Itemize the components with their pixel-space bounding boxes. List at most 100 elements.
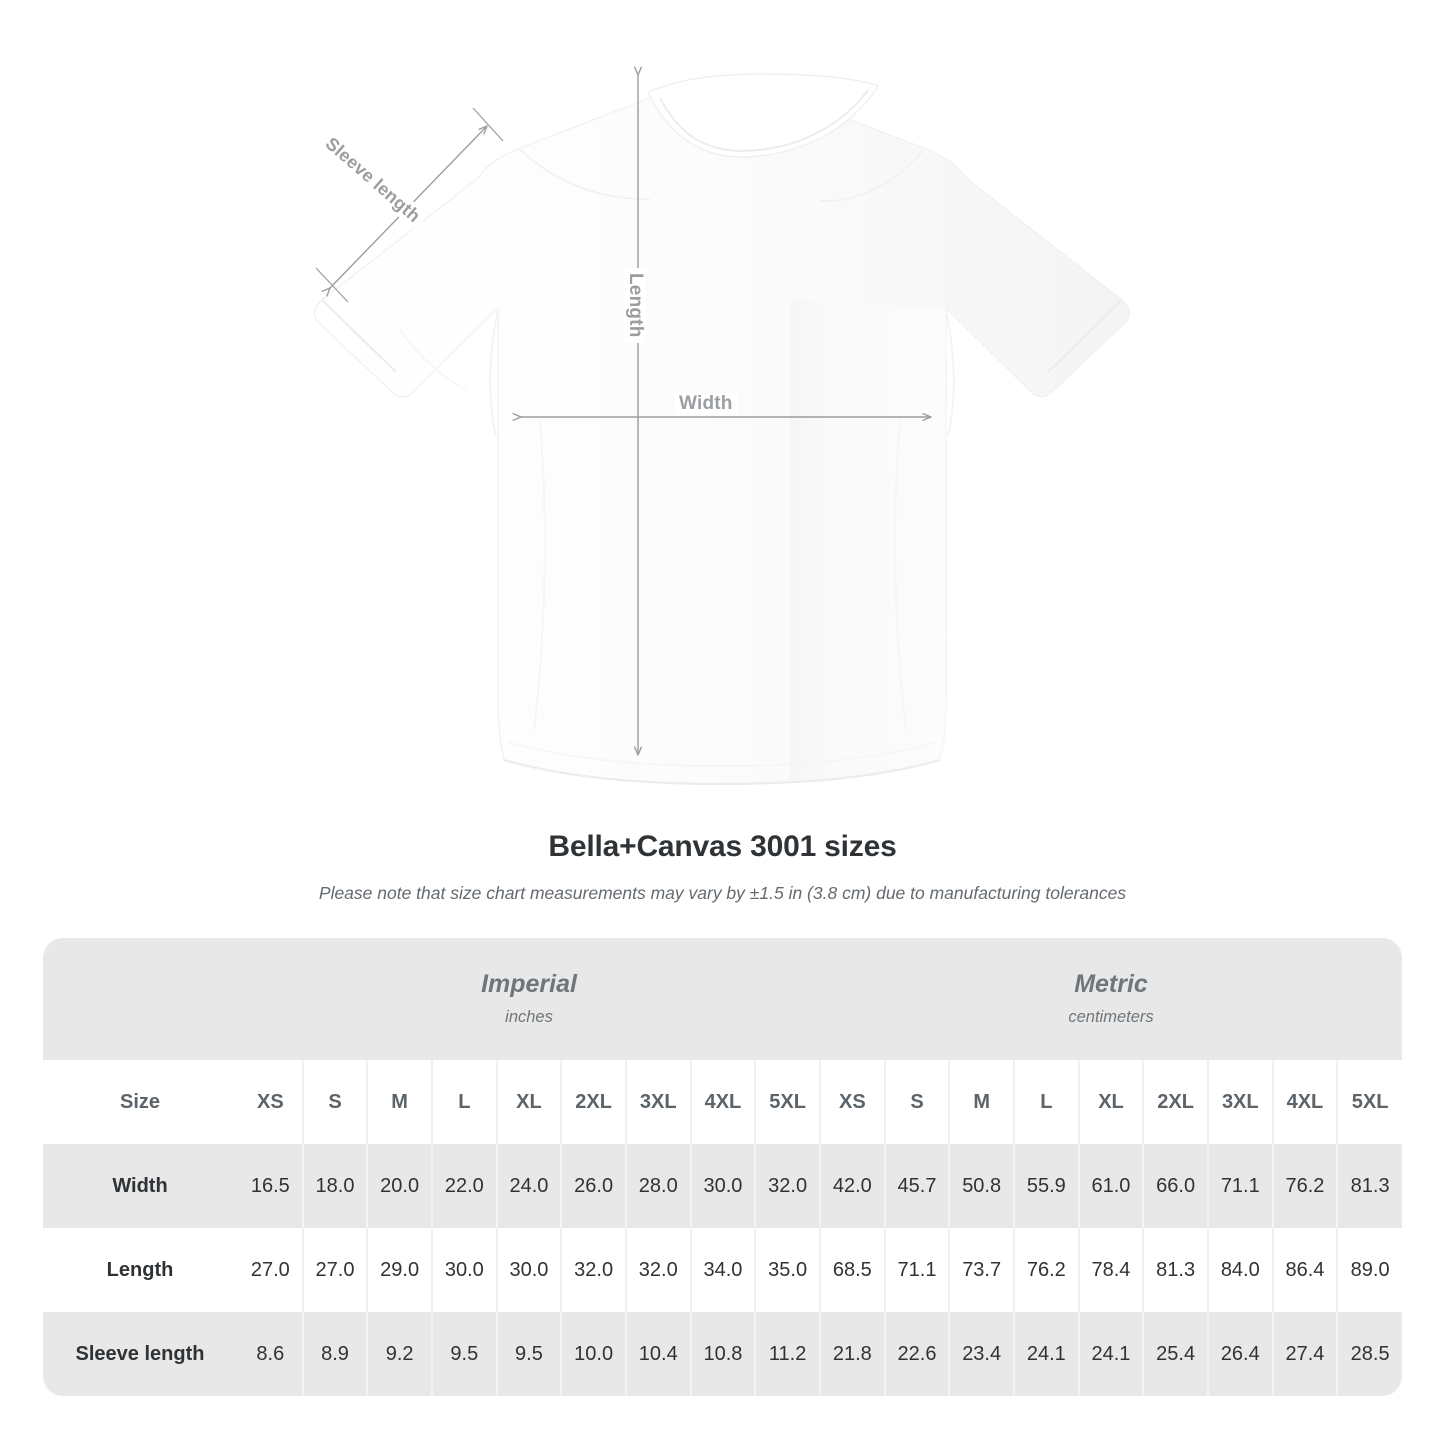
- size-header-cell: 5XL: [755, 1060, 822, 1144]
- shirt-collar-rib: [659, 89, 869, 153]
- measurement-value-cell: 28.5: [1337, 1312, 1402, 1396]
- tshirt-diagram: Sleeve length Length Width: [313, 0, 1131, 786]
- measurement-value-cell: 11.2: [755, 1312, 822, 1396]
- unit-system-cell-metric: Metric centimeters: [820, 938, 1402, 1060]
- size-column-header: Size: [43, 1060, 238, 1144]
- measurement-value-cell: 8.9: [302, 1312, 369, 1396]
- measurement-value-cell: 42.0: [820, 1144, 886, 1228]
- measurement-value-cell: 24.1: [1013, 1312, 1080, 1396]
- measurement-arrows: [315, 75, 931, 755]
- armhole-seam-left: [489, 309, 499, 437]
- size-header-cell: 2XL: [561, 1060, 627, 1144]
- table-row: Width 16.5 18.0 20.0 22.0 24.0 26.0 28.0 30.0 32.…: [43, 1144, 1402, 1228]
- measurement-value-cell: 27.0: [302, 1228, 369, 1312]
- measurement-value-cell: 24.1: [1078, 1312, 1145, 1396]
- measurement-value-cell: 29.0: [367, 1228, 433, 1312]
- size-header-cell: XS: [820, 1060, 886, 1144]
- size-header-cell: XL: [1078, 1060, 1145, 1144]
- measurement-value-cell: 78.4: [1078, 1228, 1145, 1312]
- table-row: Length 27.0 27.0 29.0 30.0 30.0 32.0 32.0 34.0 35…: [43, 1228, 1402, 1312]
- measurement-value-cell: 10.8: [690, 1312, 757, 1396]
- measurement-value-cell: 26.4: [1207, 1312, 1274, 1396]
- measurement-value-cell: 10.4: [625, 1312, 692, 1396]
- measurement-value-cell: 9.5: [496, 1312, 563, 1396]
- size-header-cell: 5XL: [1337, 1060, 1402, 1144]
- measurement-value-cell: 32.0: [755, 1144, 822, 1228]
- chart-heading: Bella+Canvas 3001 sizes Please note that…: [0, 830, 1445, 904]
- measurement-value-cell: 9.5: [431, 1312, 498, 1396]
- measurement-value-cell: 30.0: [690, 1144, 757, 1228]
- fold-line-3: [399, 329, 467, 391]
- sleeve-tick-upper: [472, 107, 504, 142]
- unit-system-name: Metric: [1074, 970, 1148, 999]
- measurement-row-label: Length: [43, 1228, 238, 1312]
- shirt-outline: [313, 73, 1131, 785]
- size-header-cell: 2XL: [1143, 1060, 1209, 1144]
- armhole-seam-right: [945, 309, 955, 437]
- measurement-value-cell: 34.0: [690, 1228, 757, 1312]
- size-header-cell: L: [1013, 1060, 1080, 1144]
- size-header-cell: M: [367, 1060, 433, 1144]
- size-header-cell: 4XL: [690, 1060, 757, 1144]
- shirt-collar: [647, 73, 879, 158]
- unit-system-unit: centimeters: [1068, 1007, 1154, 1026]
- measurement-value-cell: 71.1: [884, 1228, 951, 1312]
- measurement-value-cell: 81.3: [1337, 1144, 1402, 1228]
- measurement-value-cell: 45.7: [884, 1144, 951, 1228]
- unit-system-cell-imperial: Imperial inches: [238, 938, 821, 1060]
- measurement-value-cell: 18.0: [302, 1144, 369, 1228]
- length-label: Length: [624, 268, 646, 343]
- fold-line-2: [894, 419, 907, 731]
- shoulder-seam-right: [819, 149, 925, 202]
- measurement-value-cell: 25.4: [1143, 1312, 1209, 1396]
- fold-line-1: [533, 419, 546, 731]
- measurement-value-cell: 16.5: [238, 1144, 304, 1228]
- measurement-value-cell: 86.4: [1272, 1228, 1339, 1312]
- measurement-value-cell: 21.8: [820, 1312, 886, 1396]
- size-header-cell: 3XL: [625, 1060, 692, 1144]
- measurement-value-cell: 26.0: [561, 1144, 627, 1228]
- unit-system-spacer: [43, 938, 238, 1060]
- size-header-cell: S: [302, 1060, 369, 1144]
- measurement-value-cell: 22.6: [884, 1312, 951, 1396]
- shirt-right-shading: [790, 300, 946, 783]
- size-chart-table: Imperial inches Metric centimeters Size XS S M L…: [43, 938, 1402, 1396]
- measurement-value-cell: 10.0: [561, 1312, 627, 1396]
- measurement-value-cell: 66.0: [1143, 1144, 1209, 1228]
- measurement-value-cell: 30.0: [496, 1228, 563, 1312]
- size-chart-table-container: Imperial inches Metric centimeters Size XS S M L…: [43, 938, 1402, 1396]
- sleeve-hem-left: [321, 299, 397, 373]
- measurement-value-cell: 55.9: [1013, 1144, 1080, 1228]
- unit-system-unit: inches: [505, 1007, 553, 1026]
- tolerance-note: Please note that size chart measurements…: [318, 883, 1127, 903]
- unit-system-name: Imperial: [481, 970, 577, 999]
- measurement-row-label: Sleeve length: [43, 1312, 238, 1396]
- measurement-value-cell: 35.0: [755, 1228, 822, 1312]
- bottom-hem: [503, 758, 941, 786]
- measurement-value-cell: 76.2: [1013, 1228, 1080, 1312]
- shirt-body-shape: [313, 73, 1131, 786]
- measurement-value-cell: 68.5: [820, 1228, 886, 1312]
- measurement-value-cell: 22.0: [431, 1144, 498, 1228]
- measurement-value-cell: 50.8: [949, 1144, 1015, 1228]
- measurement-value-cell: 20.0: [367, 1144, 433, 1228]
- measurement-value-cell: 89.0: [1337, 1228, 1402, 1312]
- measurement-value-cell: 76.2: [1272, 1144, 1339, 1228]
- measurement-row-label: Width: [43, 1144, 238, 1228]
- measurement-value-cell: 32.0: [625, 1228, 692, 1312]
- measurement-value-cell: 71.1: [1207, 1144, 1274, 1228]
- measurement-value-cell: 9.2: [367, 1312, 433, 1396]
- measurement-value-cell: 24.0: [496, 1144, 563, 1228]
- size-header-cell: 4XL: [1272, 1060, 1339, 1144]
- measurement-value-cell: 23.4: [949, 1312, 1015, 1396]
- size-header-row: Size XS S M L XL 2XL 3XL 4XL 5XL XS S M L XL 2XL 3XL 4XL 5…: [43, 1060, 1402, 1144]
- tshirt-illustration: [313, 0, 1131, 786]
- size-header-cell: XL: [496, 1060, 563, 1144]
- width-label: Width: [674, 393, 738, 415]
- page-title: Bella+Canvas 3001 sizes: [548, 830, 897, 863]
- measurement-value-cell: 28.0: [625, 1144, 692, 1228]
- size-header-cell: M: [949, 1060, 1015, 1144]
- sleeve-hem-right: [1047, 299, 1123, 373]
- measurement-value-cell: 61.0: [1078, 1144, 1145, 1228]
- measurement-value-cell: 73.7: [949, 1228, 1015, 1312]
